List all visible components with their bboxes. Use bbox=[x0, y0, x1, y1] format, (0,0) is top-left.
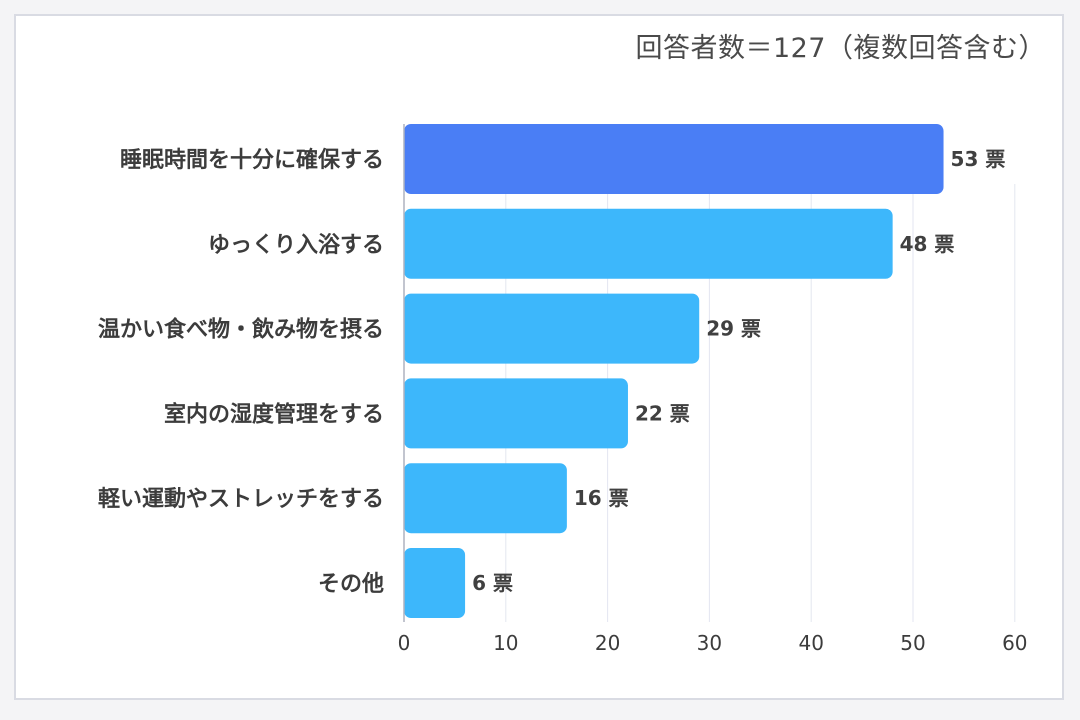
category-label: ゆっくり入浴する bbox=[208, 233, 384, 258]
bar bbox=[404, 208, 893, 279]
category-label: 軽い運動やストレッチをする bbox=[98, 486, 384, 512]
x-tick-label: 50 bbox=[900, 631, 925, 655]
category-label: 室内の湿度管理をする bbox=[164, 401, 384, 427]
x-tick-label: 20 bbox=[595, 631, 620, 655]
bar bbox=[404, 548, 466, 618]
respondent-note: 回答者数＝127（複数回答含む） bbox=[635, 33, 1046, 64]
bar bbox=[404, 463, 567, 534]
x-tick-label: 40 bbox=[798, 631, 823, 655]
value-label: 29 票 bbox=[706, 317, 761, 341]
x-tick-label: 0 bbox=[398, 631, 411, 655]
value-label: 22 票 bbox=[635, 401, 690, 425]
category-label: その他 bbox=[318, 572, 384, 597]
value-label: 48 票 bbox=[900, 232, 955, 256]
x-tick-label: 10 bbox=[493, 631, 518, 655]
x-tick-label: 30 bbox=[697, 631, 722, 655]
bars bbox=[404, 124, 944, 618]
x-tick-label: 60 bbox=[1002, 631, 1027, 655]
bar bbox=[404, 293, 700, 364]
category-label: 睡眠時間を十分に確保する bbox=[120, 147, 384, 173]
category-label: 温かい食べ物・飲み物を摂る bbox=[98, 317, 384, 343]
bar bbox=[404, 124, 944, 194]
value-label: 6 票 bbox=[472, 571, 513, 595]
value-label: 53 票 bbox=[951, 147, 1006, 171]
bar bbox=[404, 378, 628, 449]
value-label: 16 票 bbox=[574, 486, 629, 510]
